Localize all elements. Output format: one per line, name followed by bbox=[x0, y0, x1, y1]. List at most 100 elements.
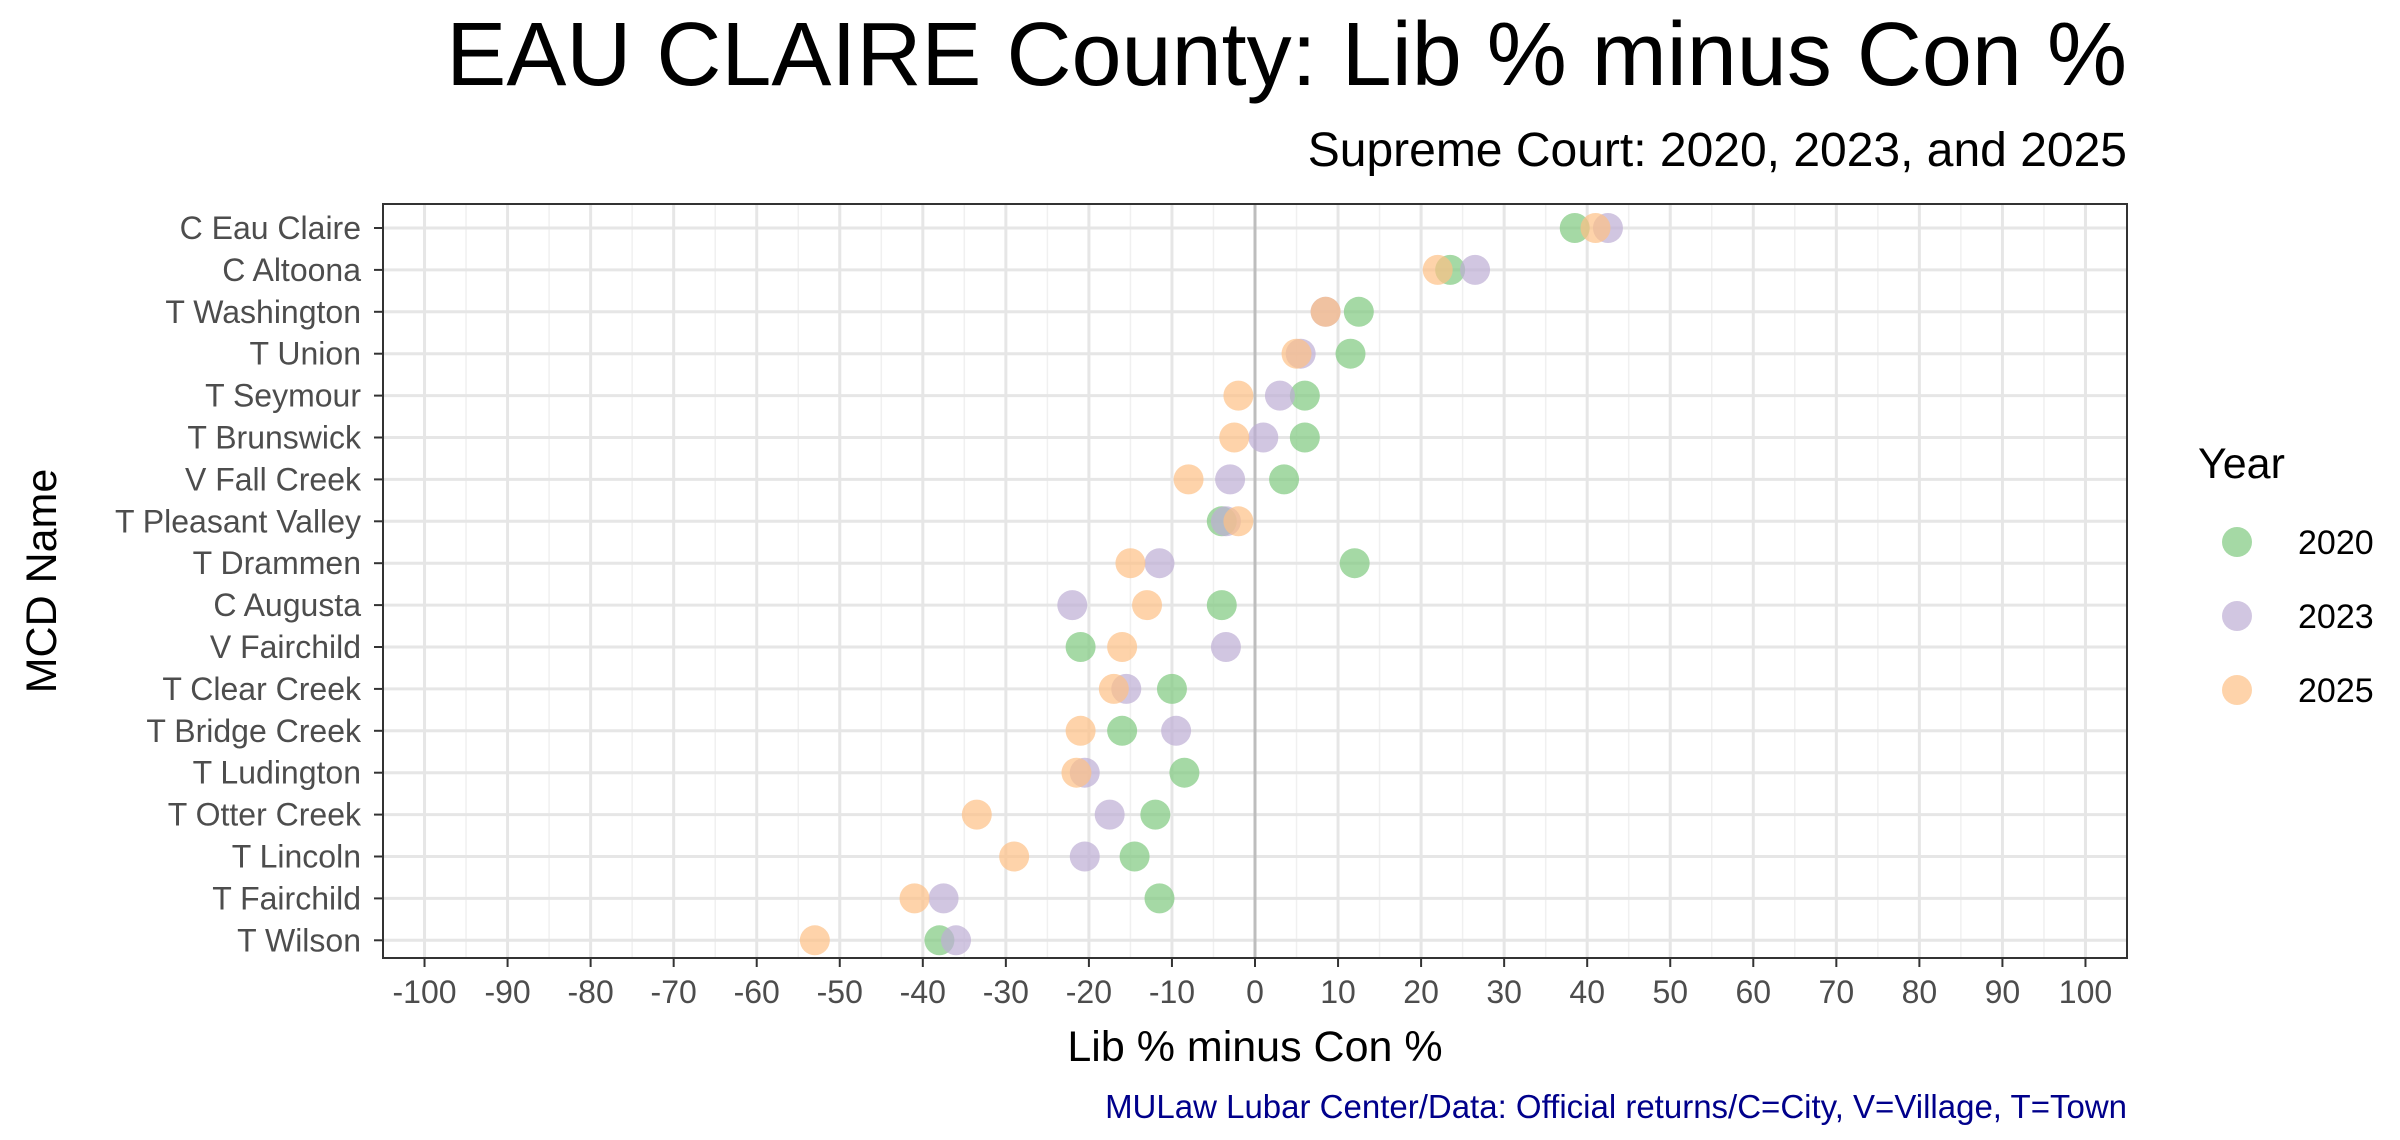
point-2020-t-brunswick bbox=[1289, 422, 1320, 453]
x-tick-label: -60 bbox=[734, 974, 780, 1010]
x-tick-label: -80 bbox=[567, 974, 613, 1010]
point-2020-t-union bbox=[1335, 338, 1366, 369]
x-tick-label: -30 bbox=[983, 974, 1029, 1010]
y-tick-label: T Union bbox=[250, 336, 361, 372]
x-tick-label: 70 bbox=[1819, 974, 1855, 1010]
point-2020-t-fairchild bbox=[1144, 883, 1175, 914]
y-tick-label: C Eau Claire bbox=[180, 210, 361, 246]
point-2025-t-wilson bbox=[799, 925, 830, 956]
x-tick-label: -50 bbox=[817, 974, 863, 1010]
chart-subtitle: Supreme Court: 2020, 2023, and 2025 bbox=[1308, 124, 2127, 177]
point-2020-v-fairchild bbox=[1065, 632, 1096, 662]
x-tick-label: 20 bbox=[1403, 974, 1439, 1010]
point-2020-t-clear-creek bbox=[1156, 673, 1187, 704]
y-tick-label: T Ludington bbox=[193, 755, 361, 791]
x-tick-label: 60 bbox=[1735, 974, 1771, 1010]
y-tick-label: T Bridge Creek bbox=[146, 713, 362, 749]
legend-title: Year bbox=[2198, 440, 2285, 488]
data-points bbox=[799, 213, 1623, 956]
y-tick-label: V Fall Creek bbox=[185, 461, 362, 497]
y-tick-label: T Wilson bbox=[237, 922, 361, 958]
point-2023-t-brunswick bbox=[1248, 422, 1279, 453]
y-axis: C Eau Claire C Altoona T Washington T Union… bbox=[115, 210, 383, 958]
y-tick-label: T Brunswick bbox=[187, 420, 362, 456]
point-2020-t-otter-creek bbox=[1140, 799, 1171, 830]
y-tick-label: T Seymour bbox=[205, 378, 361, 414]
point-2020-t-ludington bbox=[1169, 757, 1200, 788]
legend-label-2023: 2023 bbox=[2298, 598, 2374, 636]
y-tick-label: T Lincoln bbox=[232, 839, 361, 875]
point-2025-t-brunswick bbox=[1219, 422, 1250, 453]
x-tick-label: 10 bbox=[1320, 974, 1356, 1010]
point-2025-t-otter-creek bbox=[961, 799, 992, 830]
legend-key-2020 bbox=[2222, 527, 2252, 557]
point-2020-t-washington bbox=[1343, 296, 1374, 327]
chart-caption: MULaw Lubar Center/Data: Official return… bbox=[1105, 1088, 2127, 1125]
point-2025-t-seymour bbox=[1223, 380, 1254, 411]
point-2023-v-fall-creek bbox=[1215, 464, 1246, 495]
x-tick-label: -90 bbox=[484, 974, 530, 1010]
point-2023-v-fairchild bbox=[1210, 632, 1241, 662]
legend: Year 2020 2023 2025 bbox=[2198, 440, 2374, 710]
y-axis-title: MCD Name bbox=[18, 469, 66, 694]
point-2023-t-bridge-creek bbox=[1161, 715, 1192, 746]
x-tick-label: -10 bbox=[1149, 974, 1195, 1010]
point-2020-v-fall-creek bbox=[1269, 464, 1300, 495]
x-axis: -100 -90 -80 -70 -60 -50 -40 -30 -20 -10 0 10 20 30 40… bbox=[393, 958, 2112, 1010]
x-tick-label: -100 bbox=[393, 974, 457, 1010]
point-2023-c-altoona bbox=[1460, 254, 1491, 285]
point-2025-v-fall-creek bbox=[1173, 464, 1204, 495]
y-tick-label: V Fairchild bbox=[210, 629, 361, 665]
point-2023-t-otter-creek bbox=[1094, 799, 1125, 830]
point-2025-t-union bbox=[1281, 338, 1312, 369]
point-2020-t-bridge-creek bbox=[1107, 715, 1138, 746]
point-2025-t-ludington bbox=[1061, 757, 1092, 788]
point-2020-t-lincoln bbox=[1119, 841, 1150, 872]
point-2020-t-seymour bbox=[1289, 380, 1320, 411]
point-2023-t-drammen bbox=[1144, 548, 1175, 579]
x-tick-label: 80 bbox=[1902, 974, 1938, 1010]
point-2023-t-lincoln bbox=[1069, 841, 1100, 872]
point-2020-c-eau-claire bbox=[1559, 213, 1590, 243]
legend-label-2020: 2020 bbox=[2298, 524, 2374, 562]
y-tick-label: T Washington bbox=[165, 294, 361, 330]
x-tick-label: 90 bbox=[1985, 974, 2021, 1010]
x-tick-label: -70 bbox=[651, 974, 697, 1010]
x-axis-title: Lib % minus Con % bbox=[1067, 1023, 1442, 1071]
y-tick-label: C Augusta bbox=[213, 587, 361, 623]
point-2025-t-bridge-creek bbox=[1065, 715, 1096, 746]
point-2025-c-eau-claire bbox=[1580, 213, 1611, 243]
x-tick-label: 40 bbox=[1569, 974, 1605, 1010]
point-2020-t-drammen bbox=[1339, 548, 1370, 579]
point-2023-t-wilson bbox=[941, 925, 972, 956]
legend-label-2025: 2025 bbox=[2298, 672, 2374, 710]
point-2023-t-fairchild bbox=[928, 883, 959, 914]
point-2025-t-drammen bbox=[1115, 548, 1146, 579]
y-tick-label: T Otter Creek bbox=[168, 797, 362, 833]
x-tick-label: -40 bbox=[900, 974, 946, 1010]
y-tick-label: C Altoona bbox=[222, 252, 361, 288]
y-tick-label: T Clear Creek bbox=[162, 671, 362, 707]
legend-key-2025 bbox=[2222, 675, 2252, 705]
point-2025-t-clear-creek bbox=[1098, 673, 1129, 704]
y-tick-label: T Drammen bbox=[193, 545, 361, 581]
point-2020-c-augusta bbox=[1206, 590, 1237, 621]
point-2025-t-fairchild bbox=[899, 883, 930, 914]
y-tick-label: T Fairchild bbox=[212, 880, 361, 916]
point-2023-t-seymour bbox=[1264, 380, 1295, 411]
point-2025-t-pleasant-valley bbox=[1223, 506, 1254, 537]
x-tick-label: 0 bbox=[1246, 974, 1264, 1010]
x-tick-label: 30 bbox=[1486, 974, 1522, 1010]
x-tick-label: 100 bbox=[2059, 974, 2112, 1010]
point-2025-t-washington bbox=[1310, 296, 1341, 327]
legend-items: 2020 2023 2025 bbox=[2222, 524, 2374, 710]
point-2023-c-augusta bbox=[1057, 590, 1088, 621]
x-tick-label: 50 bbox=[1652, 974, 1688, 1010]
legend-key-2023 bbox=[2222, 601, 2252, 631]
x-tick-label: -20 bbox=[1066, 974, 1112, 1010]
point-2025-c-altoona bbox=[1422, 254, 1453, 285]
y-tick-label: T Pleasant Valley bbox=[115, 503, 361, 539]
point-2025-v-fairchild bbox=[1107, 632, 1138, 662]
